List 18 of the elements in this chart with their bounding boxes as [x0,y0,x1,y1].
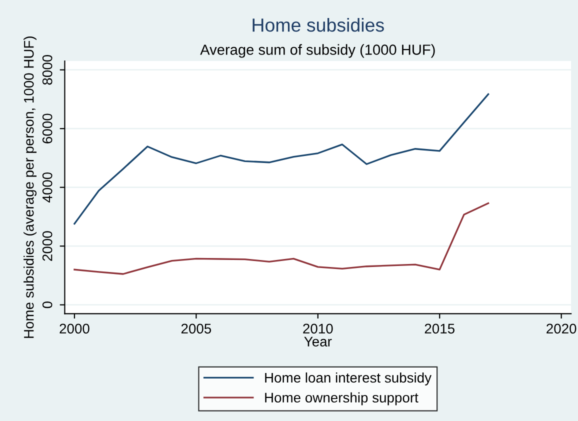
chart-title: Home subsidies [252,18,384,32]
x-tick-label: 2000 [60,324,90,334]
x-tick-label: 2015 [424,324,454,334]
y-tick-label: 4000 [42,172,52,202]
line-series [74,93,490,225]
y-tick-label: 8000 [42,54,52,85]
x-axis-title: Year [304,336,332,347]
x-tick-label: 2020 [546,324,576,334]
y-tick-label: 0 [42,302,52,308]
x-tick-label: 2010 [303,324,333,334]
y-tick-label: 6000 [42,114,52,144]
legend-label: Home loan interest subsidy [265,372,432,386]
line-series [74,202,490,275]
y-axis-title: Home subsidies (average per person, 1000 HUF) [24,36,37,338]
legend-label: Home ownership support [265,392,418,406]
y-tick-label: 2000 [42,231,52,261]
chart-subtitle: Average sum of subsidy (1000 HUF) [200,44,435,58]
x-tick-label: 2005 [181,324,212,334]
